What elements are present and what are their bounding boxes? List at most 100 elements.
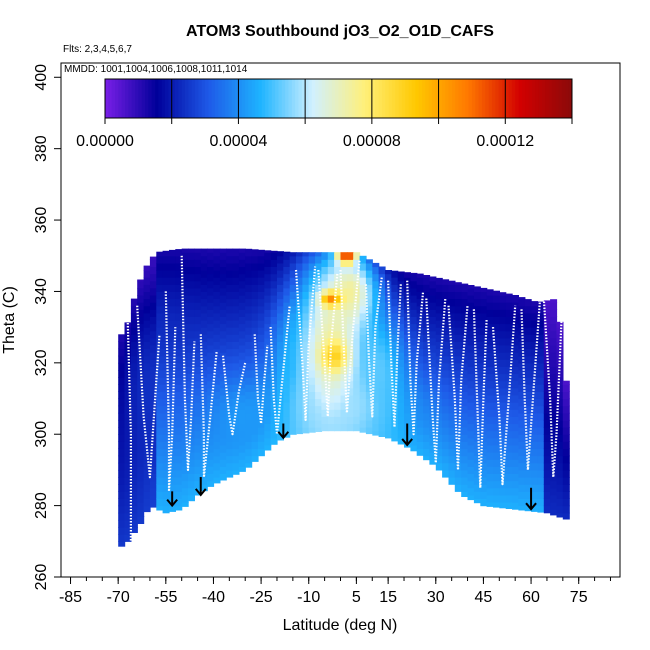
heat-cell [118,484,126,492]
heat-cell [156,384,164,392]
heat-cell [308,370,316,378]
heat-cell [200,298,208,307]
heat-cell [194,295,202,303]
heat-cell [442,362,450,371]
heat-cell [537,419,545,428]
heat-cell [404,377,411,385]
heat-cell [296,298,303,307]
heat-cell [118,462,126,471]
heat-cell [423,455,431,461]
colorbar-segment [341,79,346,118]
heat-cell [378,352,386,360]
heat-cell [270,437,278,445]
heat-cell [359,298,367,307]
heat-cell [277,255,284,264]
heat-cell [181,430,189,439]
heat-cell [365,259,373,264]
heat-cell [130,434,138,442]
heat-cell [340,309,348,317]
heat-cell [442,405,450,414]
heat-cell [149,480,157,489]
heat-cell [448,412,456,421]
heat-cell [238,366,246,375]
heat-cell [124,405,132,414]
heat-cell [226,348,234,357]
heat-cell [156,462,164,471]
heat-cell [302,341,310,350]
heat-cell [200,377,208,385]
heat-cell [486,395,494,403]
heat-cell [454,362,462,371]
heat-cell [467,459,475,467]
heat-cell [219,366,227,375]
heat-cell [480,427,488,435]
colorbar-segment [531,79,536,118]
heat-cell [524,384,532,392]
heat-cell [213,419,221,428]
y-axis-label: Theta (C) [1,286,18,354]
heat-cell [232,327,240,335]
heat-cell [169,477,176,485]
heat-cell [308,405,316,414]
heat-cell [346,295,354,303]
colorbar-segment [431,79,436,118]
heat-cell [346,316,354,325]
heat-cell [232,405,240,414]
heat-cell [130,320,138,328]
heat-cell [226,284,234,292]
x-tick-label: -55 [154,589,177,606]
heat-cell [130,341,138,350]
heat-cell [391,348,399,357]
colorbar-segment [505,79,510,118]
heat-cell [200,277,208,285]
heat-cell [543,462,551,471]
heat-cell [461,355,469,364]
heat-cell [245,377,253,385]
heat-cell [200,441,208,450]
heat-cell [397,309,405,317]
heat-cell [499,352,507,360]
heat-cell [467,466,475,474]
heat-cell [505,494,513,503]
heat-cell [454,484,462,492]
heat-cell [518,448,526,457]
heat-cell [232,255,240,264]
heat-cell [435,355,443,364]
heat-cell [251,398,259,407]
heat-cell [442,412,450,421]
heat-cell [543,469,551,478]
heat-cell [289,277,297,285]
heat-cell [435,284,443,292]
heat-cell [226,441,234,450]
heat-cell [245,320,253,328]
heat-cell [251,370,259,378]
heat-cell [378,287,386,296]
heat-cell [283,273,291,282]
heat-cell [353,309,361,317]
heat-cell [315,334,323,342]
heat-cell [283,323,291,332]
heat-cell [156,362,164,371]
colorbar-segment [408,79,413,118]
heat-cell [353,402,361,410]
heat-cell [334,252,342,260]
heat-cell [404,412,411,421]
heat-cell [238,402,246,410]
heat-cell [340,395,348,403]
heat-cell [404,272,411,278]
heat-cell [404,391,411,400]
heat-cell [181,287,189,296]
colorbar-segment [258,79,263,118]
heat-cell [531,498,539,507]
heat-cell [391,377,399,385]
heat-cell [448,391,456,400]
heat-cell [512,459,519,467]
heat-cell [493,316,500,325]
heat-cell [562,469,570,478]
heat-cell [442,398,450,407]
heat-cell [391,405,399,414]
heat-cell [467,437,475,446]
heat-cell [327,316,335,325]
heat-cell [454,391,462,400]
heat-cell [365,398,373,407]
